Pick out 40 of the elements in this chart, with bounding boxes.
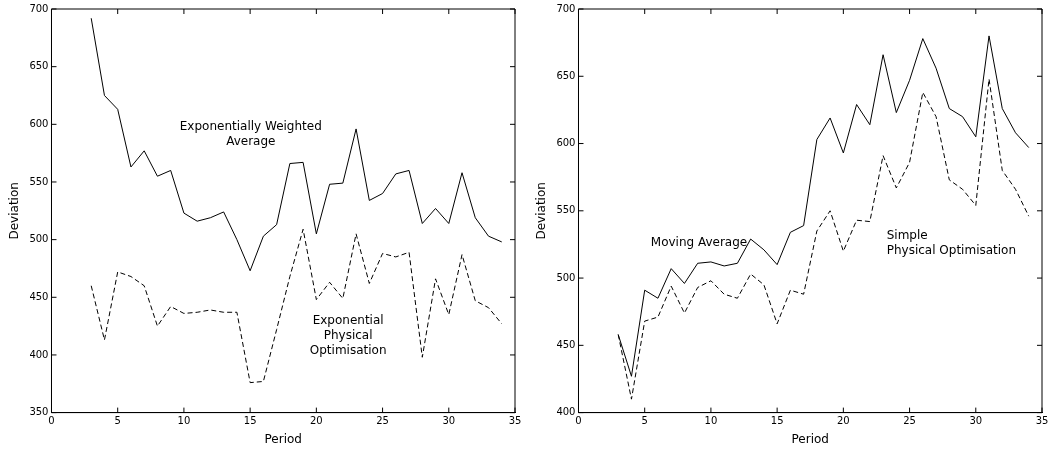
- x-tick-label: 15: [243, 415, 257, 427]
- y-axis-title: Deviation: [7, 182, 22, 240]
- series-label: Moving Average: [650, 235, 748, 250]
- series-label: Exponential Physical Optimisation: [309, 313, 387, 358]
- y-tick-label: 400: [29, 348, 49, 360]
- y-tick-label: 600: [556, 137, 576, 149]
- x-tick-label: 30: [442, 415, 456, 427]
- line-series: [90, 228, 503, 384]
- y-tick-label: 550: [556, 204, 576, 216]
- x-axis-title: Period: [264, 431, 302, 446]
- x-tick-label: 25: [903, 415, 916, 427]
- y-tick-label: 500: [29, 233, 49, 245]
- y-tick-label: 450: [556, 338, 576, 350]
- y-tick-label: 700: [556, 2, 576, 14]
- y-tick-label: 350: [29, 406, 49, 418]
- series-label: Simple Physical Optimisation: [886, 227, 1017, 257]
- x-tick-label: 20: [309, 415, 323, 427]
- y-tick-label: 550: [29, 175, 49, 187]
- y-tick-label: 400: [556, 406, 576, 418]
- y-axis-title: Deviation: [534, 182, 549, 240]
- series-label: Exponentially Weighted Average: [179, 118, 322, 148]
- x-tick-label: 35: [508, 415, 522, 427]
- x-tick-label: 10: [177, 415, 191, 427]
- y-tick-label: 700: [29, 2, 49, 14]
- y-tick-label: 650: [556, 69, 576, 81]
- y-tick-label: 450: [29, 290, 49, 302]
- x-tick-label: 35: [1035, 415, 1049, 427]
- x-tick-label: 0: [48, 415, 55, 427]
- x-tick-label: 30: [969, 415, 983, 427]
- y-tick-label: 600: [29, 117, 49, 129]
- x-tick-label: 25: [376, 415, 389, 427]
- x-tick-label: 5: [641, 415, 648, 427]
- x-tick-label: 20: [836, 415, 850, 427]
- x-tick-label: 15: [770, 415, 784, 427]
- x-tick-label: 0: [575, 415, 582, 427]
- y-tick-label: 650: [29, 60, 49, 72]
- x-tick-label: 10: [704, 415, 718, 427]
- x-tick-label: 5: [114, 415, 121, 427]
- y-tick-label: 500: [556, 271, 576, 283]
- x-axis-title: Period: [791, 431, 829, 446]
